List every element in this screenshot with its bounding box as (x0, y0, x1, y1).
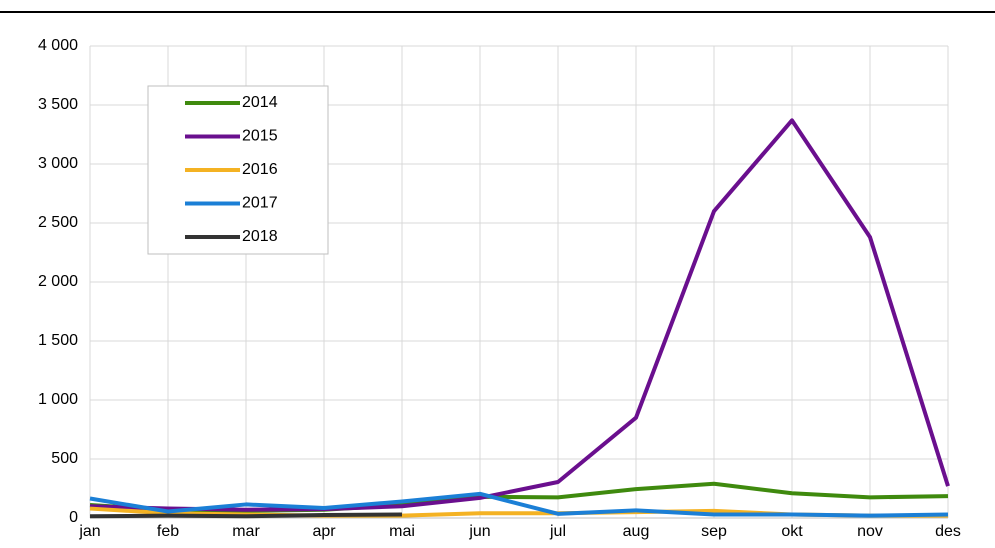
x-tick-label: okt (781, 523, 803, 540)
series-line (89, 491, 949, 518)
y-tick-label: 500 (51, 450, 78, 467)
series-line (89, 512, 403, 519)
x-tick-label: jul (549, 523, 566, 540)
x-tick-label: sep (701, 523, 727, 540)
legend-label: 2015 (242, 128, 278, 145)
x-tick-label: jan (78, 523, 100, 540)
legend-label: 2018 (242, 228, 278, 245)
y-tick-label: 3 000 (38, 155, 78, 172)
x-tick-label: apr (312, 523, 336, 540)
y-tick-label: 3 500 (38, 96, 78, 113)
x-tick-label: aug (623, 523, 650, 540)
x-tick-label: feb (157, 523, 179, 540)
y-tick-label: 2 000 (38, 273, 78, 290)
y-tick-label: 1 000 (38, 391, 78, 408)
legend-label: 2016 (242, 161, 278, 178)
x-tick-label: mar (232, 523, 260, 540)
y-tick-label: 0 (69, 509, 78, 526)
y-tick-label: 1 500 (38, 332, 78, 349)
x-tick-label: jun (468, 523, 490, 540)
x-tick-label: nov (857, 523, 883, 540)
series-line (89, 118, 950, 512)
y-tick-label: 2 500 (38, 214, 78, 231)
legend-label: 2017 (242, 195, 278, 212)
x-tick-label: mai (389, 523, 415, 540)
x-tick-label: des (935, 523, 961, 540)
legend-label: 2014 (242, 94, 278, 111)
y-tick-label: 4 000 (38, 37, 78, 54)
